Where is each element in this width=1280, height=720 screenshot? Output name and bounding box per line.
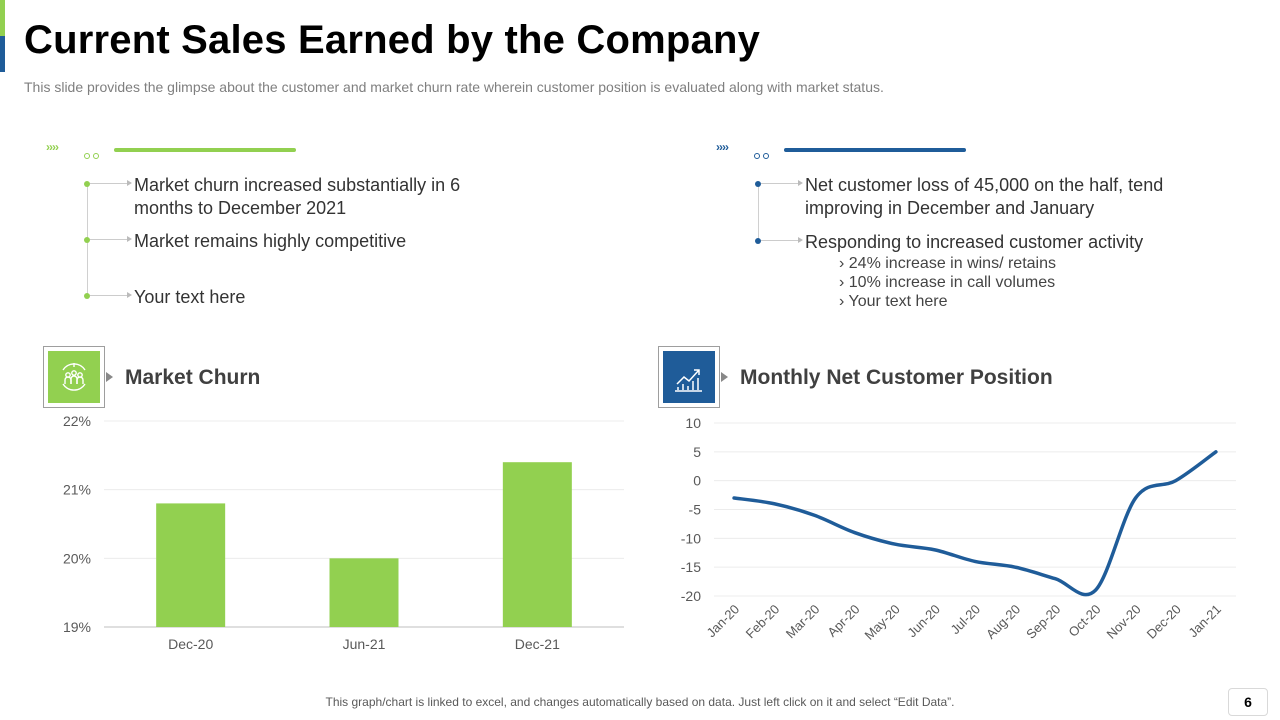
arrow-icon: [761, 237, 803, 243]
bullet-text: Market remains highly competitive: [134, 231, 407, 251]
net-customer-chart: -20 -15 -10 -5 0 5 10 Jan-20 Feb-20 Mar-20 Apr-20M…: [681, 415, 1236, 643]
divider-line: [784, 148, 966, 152]
y-tick-label: -10: [681, 530, 701, 546]
divider-line: [114, 148, 296, 152]
sub-list-item: 24% increase in wins/ retains: [839, 254, 1205, 273]
x-tick-label: Jan-20: [703, 602, 742, 641]
y-tick-label: 19%: [63, 619, 91, 635]
dots-icon: [754, 146, 772, 164]
y-tick-label: 22%: [63, 413, 91, 429]
arrow-icon: [90, 236, 132, 242]
net-customer-title: Monthly Net Customer Position: [740, 366, 1053, 389]
sub-list: 24% increase in wins/ retains 10% increa…: [805, 254, 1205, 311]
net-customer-icon-box: [658, 346, 720, 408]
x-tick-label: Nov-20: [1103, 602, 1143, 642]
x-tick-label: Jan-21: [1185, 602, 1224, 641]
pointer-icon: [106, 372, 113, 382]
left-section-decoration: ››››: [46, 140, 306, 160]
bullet-text: Market churn increased substantially in …: [134, 175, 461, 218]
people-scan-icon: [48, 351, 100, 403]
series-line: [732, 450, 1218, 597]
slide-title: Current Sales Earned by the Company: [24, 18, 761, 62]
y-tick-label: 10: [685, 415, 701, 431]
x-tick-label: Apr-20: [824, 602, 862, 640]
bullet-dot-icon: [84, 293, 90, 299]
chevrons-icon: ››››: [46, 140, 59, 154]
x-tick-label: Sep-20: [1023, 602, 1063, 642]
x-tick-label: Oct-20: [1065, 602, 1103, 640]
sub-list-item: Your text here: [839, 292, 1205, 311]
bullet-dot-icon: [84, 237, 90, 243]
bullet-text: Net customer loss of 45,000 on the half,…: [805, 175, 1164, 218]
sub-list-item: 10% increase in call volumes: [839, 273, 1205, 292]
bullet-text: Your text here: [134, 287, 246, 307]
right-section-decoration: ››››: [716, 140, 976, 160]
arrow-icon: [90, 292, 132, 298]
dots-icon: [84, 146, 102, 164]
bullet-text: Responding to increased customer activit…: [805, 232, 1144, 252]
right-bullet-list: Net customer loss of 45,000 on the half,…: [755, 172, 1255, 317]
pointer-icon: [721, 372, 728, 382]
bullet-connector: [757, 182, 759, 240]
y-tick-label: -20: [681, 588, 701, 604]
x-tick-label: Jun-20: [904, 602, 943, 641]
left-bullet-list: Market churn increased substantially in …: [84, 172, 644, 312]
market-churn-title: Market Churn: [125, 366, 261, 389]
bullet-dot-icon: [84, 181, 90, 187]
y-tick-label: 20%: [63, 550, 91, 566]
x-tick-label: Mar-20: [783, 602, 823, 642]
rising-line-chart-icon: [663, 351, 715, 403]
x-tick-label: Aug-20: [983, 602, 1023, 642]
x-tick-label: Feb-20: [743, 602, 783, 642]
bar: [156, 503, 226, 627]
slide-subtitle: This slide provides the glimpse about th…: [24, 79, 884, 95]
x-tick-label: Dec-20: [1144, 602, 1184, 642]
y-tick-label: 0: [693, 473, 701, 489]
x-tick-label: Jul-20: [947, 602, 983, 638]
y-tick-label: -5: [689, 502, 702, 518]
bar: [329, 558, 399, 627]
y-tick-label: 5: [693, 444, 701, 460]
bar: [502, 462, 572, 627]
market-churn-chart: 19% 20% 21% 22% Dec-20 Jun-21 Dec-21: [63, 413, 624, 652]
page-number: 6: [1228, 688, 1268, 716]
chevrons-icon: ››››: [716, 140, 729, 154]
x-tick-label: May-20: [862, 602, 903, 643]
y-tick-label: 21%: [63, 482, 91, 498]
market-churn-icon-box: [43, 346, 105, 408]
x-tick-label: Dec-21: [515, 636, 560, 652]
footer-note: This graph/chart is linked to excel, and…: [325, 695, 955, 709]
arrow-icon: [761, 180, 803, 186]
title-accent-green: [0, 0, 5, 36]
bullet-dot-icon: [755, 181, 761, 187]
bullet-dot-icon: [755, 238, 761, 244]
x-tick-label: Dec-20: [168, 636, 213, 652]
title-accent-blue: [0, 36, 5, 72]
arrow-icon: [90, 180, 132, 186]
x-tick-label: Jun-21: [343, 636, 386, 652]
y-tick-label: -15: [681, 559, 701, 575]
